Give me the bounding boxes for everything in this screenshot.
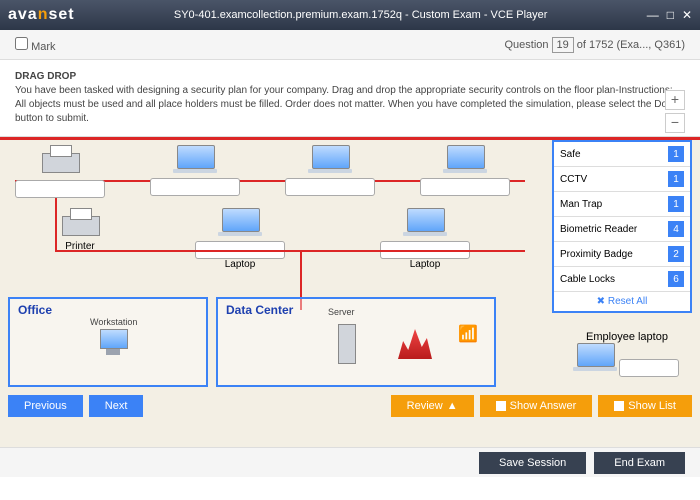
nav-buttons: Previous Next xyxy=(8,395,143,417)
device-label: Laptop xyxy=(380,259,470,270)
question-total: of 1752 (Exa..., Q361) xyxy=(577,39,685,51)
zoom-in-button[interactable]: + xyxy=(665,90,685,110)
drop-slot[interactable] xyxy=(420,178,510,196)
panel-label: CCTV xyxy=(560,174,587,185)
employee-laptop[interactable]: Employee laptop xyxy=(562,331,692,377)
show-list-label: Show List xyxy=(628,400,676,412)
panel-item[interactable]: CCTV 1 xyxy=(554,167,690,192)
previous-button[interactable]: Previous xyxy=(8,395,83,417)
panel-item[interactable]: Proximity Badge 2 xyxy=(554,242,690,267)
panel-label: Man Trap xyxy=(560,199,602,210)
laptop-icon xyxy=(405,208,445,236)
drop-slot[interactable] xyxy=(15,180,105,198)
instructions: DRAG DROP You have been tasked with desi… xyxy=(0,60,700,137)
employee-laptop-label: Employee laptop xyxy=(562,331,692,343)
mark-label: Mark xyxy=(31,41,55,53)
save-session-button[interactable]: Save Session xyxy=(479,452,586,474)
server-label: Server xyxy=(328,307,355,317)
printer-icon xyxy=(40,145,80,175)
end-exam-button[interactable]: End Exam xyxy=(594,452,685,474)
logo: avanset xyxy=(8,6,75,24)
office-zone[interactable]: Office Workstation xyxy=(8,297,208,387)
laptop-device[interactable] xyxy=(285,145,375,198)
window-title: SY0-401.examcollection.premium.exam.1752… xyxy=(75,9,647,21)
panel-label: Safe xyxy=(560,149,581,160)
panel-label: Proximity Badge xyxy=(560,249,633,260)
controls-panel[interactable]: Safe1 CCTV1 Man Trap1 Biometric Reader4 … xyxy=(552,140,692,313)
review-label: Review xyxy=(407,400,443,412)
show-answer-button[interactable]: Show Answer xyxy=(480,395,593,417)
close-icon[interactable]: ✕ xyxy=(682,8,692,22)
panel-count: 1 xyxy=(668,196,684,212)
laptop-device[interactable]: Laptop xyxy=(195,208,285,270)
question-number: 19 xyxy=(552,37,574,53)
firewall-icon xyxy=(398,329,432,359)
checkbox-icon xyxy=(614,401,624,411)
panel-count: 1 xyxy=(668,146,684,162)
zoom-out-button[interactable]: − xyxy=(665,113,685,133)
workstation-label: Workstation xyxy=(90,317,137,327)
printer-device[interactable] xyxy=(15,145,105,198)
network-line xyxy=(55,250,525,252)
panel-item[interactable]: Cable Locks 6 xyxy=(554,267,690,292)
panel-count: 1 xyxy=(668,171,684,187)
panel-label: Cable Locks xyxy=(560,274,615,285)
review-button[interactable]: Review ▲ xyxy=(391,395,474,417)
zone-title: Office xyxy=(18,303,198,317)
question-bar: Mark Question 19 of 1752 (Exa..., Q361) xyxy=(0,30,700,60)
zoom-controls: + − xyxy=(665,90,685,133)
panel-count: 4 xyxy=(668,221,684,237)
titlebar: avanset SY0-401.examcollection.premium.e… xyxy=(0,0,700,30)
zone-title: Data Center xyxy=(226,303,486,317)
drop-slot[interactable] xyxy=(619,359,679,377)
laptop-device[interactable] xyxy=(150,145,240,198)
footer: Save Session End Exam xyxy=(0,447,700,477)
laptop-icon xyxy=(445,145,485,173)
drop-slot[interactable] xyxy=(150,178,240,196)
workstation-icon xyxy=(100,329,130,355)
laptop-icon xyxy=(220,208,260,236)
panel-count: 2 xyxy=(668,246,684,262)
instructions-heading: DRAG DROP xyxy=(15,71,76,82)
mark-checkbox[interactable]: Mark xyxy=(15,37,56,53)
simulation-area[interactable]: Printer Laptop Laptop Laptop Safe1 CCTV1… xyxy=(0,137,700,447)
question-label: Question xyxy=(504,39,548,51)
instructions-body: You have been tasked with designing a se… xyxy=(15,85,678,124)
checkbox-icon xyxy=(496,401,506,411)
printer-device[interactable]: Printer xyxy=(60,208,100,270)
server-icon xyxy=(338,324,356,364)
datacenter-zone[interactable]: Data Center Server 📶 xyxy=(216,297,496,387)
device-label: Laptop xyxy=(195,259,285,270)
laptop-device[interactable]: Laptop xyxy=(380,208,470,270)
action-buttons: Review ▲ Show Answer Show List xyxy=(391,395,692,417)
next-button[interactable]: Next xyxy=(89,395,144,417)
laptop-icon xyxy=(310,145,350,173)
show-list-button[interactable]: Show List xyxy=(598,395,692,417)
laptop-icon xyxy=(575,343,615,371)
panel-count: 6 xyxy=(668,271,684,287)
laptop-icon xyxy=(175,145,215,173)
panel-item[interactable]: Man Trap 1 xyxy=(554,192,690,217)
minimize-icon[interactable]: — xyxy=(647,8,659,22)
laptop-device[interactable] xyxy=(420,145,510,198)
window-controls: — □ ✕ xyxy=(647,8,692,22)
mark-input[interactable] xyxy=(15,37,28,50)
panel-item[interactable]: Safe 1 xyxy=(554,142,690,167)
panel-label: Biometric Reader xyxy=(560,224,637,235)
drop-slot[interactable] xyxy=(285,178,375,196)
maximize-icon[interactable]: □ xyxy=(667,8,674,22)
wifi-icon: 📶 xyxy=(458,324,478,344)
printer-icon xyxy=(60,208,100,238)
show-answer-label: Show Answer xyxy=(510,400,577,412)
panel-item[interactable]: Biometric Reader 4 xyxy=(554,217,690,242)
